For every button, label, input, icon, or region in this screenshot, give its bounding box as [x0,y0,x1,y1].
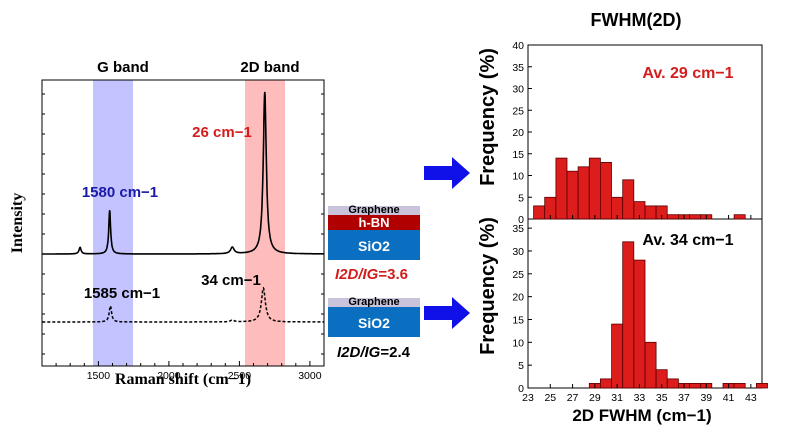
histogram-bottom-bars [588,241,768,389]
arrow-right-icon [424,157,470,189]
histogram-bar [555,157,568,220]
histogram-bar [689,214,702,220]
histogram-y-tick-label: 10 [512,171,524,183]
histogram-y-tick-label: 35 [512,62,524,74]
intensity-ratio-label: I2D/IG=2.4 [337,344,411,361]
histogram-y-tick-label: 5 [518,192,524,204]
spectrum-hbn [42,91,324,255]
raman-panel: G band 2D band 1580 cm−1 26 cm−1 1585 cm… [9,59,325,388]
histogram-bar [644,205,657,220]
schematic-hbn: Graphene h-BN SiO2 I2D/IG=3.6 [328,204,420,283]
graphene-layer [328,298,420,307]
histogram-y-tick-label: 15 [512,314,524,326]
hbn-layer [328,215,420,230]
histogram-bottom-y-axis-label: Frequency (%) [477,217,499,355]
histogram-top-y-axis-label: Frequency (%) [477,48,499,186]
raman-x-tick-label: 3000 [298,370,322,382]
histogram-y-tick-label: 30 [512,84,524,96]
histogram-x-tick-label: 27 [567,392,579,404]
spectrum-sio2 [42,286,324,323]
g-band-label: G band [97,59,149,76]
histogram-x-tick-label: 31 [611,392,623,404]
hbn-layer-label: h-BN [358,215,389,230]
histogram-bar [633,259,646,389]
histogram-y-tick-label: 0 [518,383,524,395]
histogram-y-tick-label: 40 [512,40,524,52]
raman-tick-marks [42,93,324,366]
histogram-y-tick-label: 5 [518,360,524,372]
histogram-x-tick-label: 25 [544,392,556,404]
histogram-bar [622,241,635,389]
sio2-layer-label: SiO2 [358,315,390,331]
histogram-y-tick-label: 20 [512,292,524,304]
g-peak-sio2-label: 1585 cm−1 [84,285,160,302]
histogram-bar [644,341,657,389]
histogram-bar [533,205,546,220]
raman-x-tick-label: 2000 [157,370,181,382]
average-label-sio2: Av. 34 cm−1 [642,232,733,249]
histogram-x-tick-label: 23 [522,392,534,404]
histogram-panel: FWHM(2D) 0 5 10 15 20 25 30 35 40 0 5 10 15 20 25 30 35 2… [477,10,768,425]
raman-x-tick-label: 1500 [87,370,111,382]
histogram-y-tick-label: 20 [512,127,524,139]
histogram-x-tick-label: 41 [723,392,735,404]
sio2-layer [328,230,420,260]
average-label-hbn: Av. 29 cm−1 [642,65,733,82]
g-band-highlight [93,80,133,366]
histogram-y-tick-label: 30 [512,246,524,258]
histogram-y-tick-label: 0 [518,214,524,226]
intensity-ratio-label: I2D/IG=3.6 [335,266,408,283]
graphene-layer-label: Graphene [348,204,399,216]
2d-fwhm-sio2-label: 34 cm−1 [201,272,261,289]
histogram-x-tick-label: 29 [589,392,601,404]
histogram-y-tick-label: 15 [512,149,524,161]
graphene-layer-label: Graphene [348,296,399,308]
histogram-bar [666,378,679,389]
histogram-bar [733,382,746,389]
histogram-title: FWHM(2D) [591,10,682,30]
histogram-x-tick-label: 37 [678,392,690,404]
sio2-layer [328,307,420,337]
histogram-bar [600,378,612,389]
histogram-x-tick-label: 43 [745,392,757,404]
histogram-bar [689,382,702,389]
histogram-x-tick-label: 35 [656,392,668,404]
histogram-ticks: 0 5 10 15 20 25 30 35 40 0 5 10 15 20 25 30 35 23 25 27 29 31… [512,40,757,404]
histogram-bar [588,157,601,220]
raman-y-axis-label: Intensity [9,193,26,253]
2d-fwhm-hbn-label: 26 cm−1 [192,124,252,141]
g-peak-hbn-label: 1580 cm−1 [82,184,158,201]
histogram-x-axis-label: 2D FWHM (cm−1) [572,406,711,425]
histogram-bar [756,382,768,389]
histogram-bar [611,323,624,389]
histogram-x-tick-label: 33 [634,392,646,404]
histogram-y-tick-label: 25 [512,105,524,117]
raman-x-tick-label: 2500 [228,370,252,382]
histogram-bar [733,214,746,220]
graphene-layer [328,206,420,215]
histogram-bar [600,161,612,220]
histogram-y-tick-label: 25 [512,269,524,281]
histogram-bar [566,170,579,220]
histogram-bar [577,166,590,220]
histogram-y-tick-label: 35 [512,223,524,235]
histogram-bar [666,214,679,220]
raman-x-tick-labels: 1500 2000 2500 3000 [87,370,322,382]
schematic-sio2: Graphene SiO2 I2D/IG=2.4 [328,296,420,361]
2d-band-label: 2D band [240,59,299,76]
histogram-top-bars [533,157,746,220]
arrow-right-icon [424,297,470,329]
histogram-y-tick-label: 10 [512,337,524,349]
histogram-bar [622,179,635,220]
histogram-x-tick-label: 39 [700,392,712,404]
sio2-layer-label: SiO2 [358,238,390,254]
raman-x-axis-label: Raman shift (cm−1) [115,371,251,388]
